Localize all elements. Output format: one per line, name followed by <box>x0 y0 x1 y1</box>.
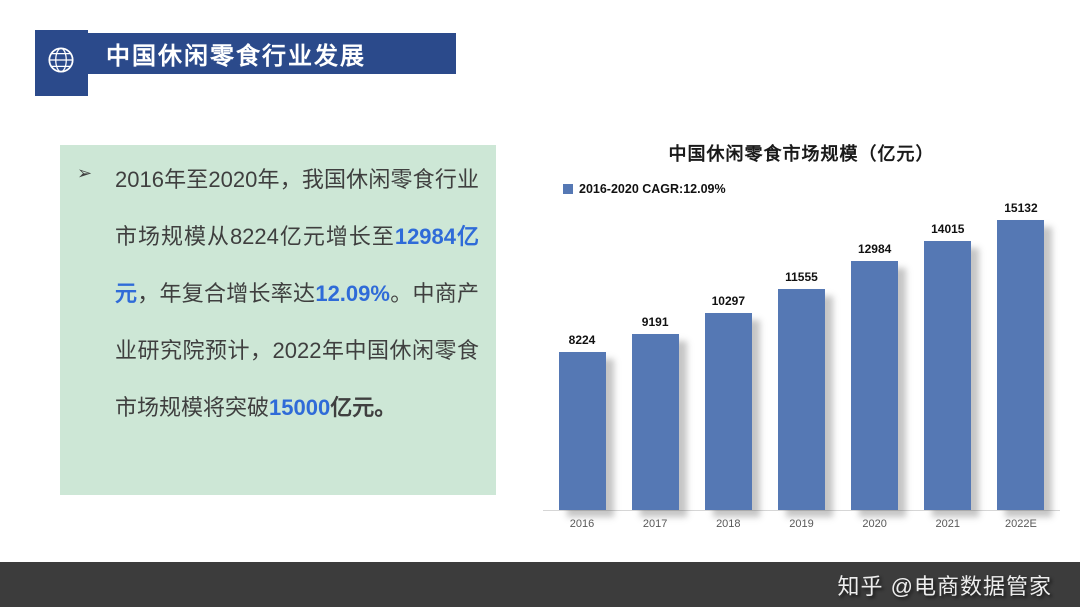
text-segment: 2016年至2020年，我国休闲零食行业市场规模从8224亿元增长至 <box>115 167 479 249</box>
header-bar: 中国休闲零食行业发展 <box>88 33 456 74</box>
text-segment: 12984亿元 <box>115 224 479 306</box>
chart-legend: 2016-2020 CAGR: 12.09% <box>563 182 1060 196</box>
bar <box>631 334 679 510</box>
arrow-bullet-icon: ➢ <box>77 163 93 183</box>
bar-value-label: 9191 <box>641 315 669 329</box>
summary-panel: ➢ 2016年至2020年，我国休闲零食行业市场规模从8224亿元增长至1298… <box>60 145 496 495</box>
legend-swatch <box>563 184 573 194</box>
x-tick-label: 2021 <box>935 518 961 530</box>
text-segment: 亿元。 <box>330 395 397 420</box>
bar-column: 12984 <box>840 242 910 510</box>
bar <box>997 220 1045 510</box>
bar-value-label: 12984 <box>857 242 892 256</box>
bar-value-label: 14015 <box>931 222 965 236</box>
bar-column: 15132 <box>986 201 1056 510</box>
watermark-bar: 知乎 @电商数据管家 <box>0 562 1080 607</box>
x-tick-label: 2018 <box>716 518 741 530</box>
bar <box>558 352 606 510</box>
legend-label: 2016-2020 CAGR: <box>579 182 684 196</box>
x-tick-label: 2017 <box>642 518 668 530</box>
bar-value-label: 11555 <box>785 270 818 284</box>
text-segment: ，年复合增长率达 <box>137 281 316 306</box>
bar-chart: 中国休闲零食市场规模（亿元） 2016-2020 CAGR: 12.09% 82… <box>543 140 1060 530</box>
bar-plot: 8224 9191 10297 11555 12984 14015 15132 <box>543 198 1060 511</box>
watermark-text: 知乎 @电商数据管家 <box>837 573 1052 599</box>
x-tick-label: 2019 <box>789 518 814 530</box>
bar <box>851 261 899 510</box>
bar-column: 9191 <box>620 315 690 510</box>
x-tick-label: 2016 <box>569 518 595 530</box>
bar-column: 11555 <box>766 270 836 510</box>
x-tick-label: 2022E <box>1005 518 1037 530</box>
page-title: 中国休闲零食行业发展 <box>106 43 366 70</box>
globe-icon <box>48 47 74 73</box>
text-segment: 。中商产业研究院预计，2022年中国休闲零食市场规模将突破 <box>115 281 479 420</box>
bar-column: 8224 <box>547 333 617 510</box>
bar <box>704 313 752 510</box>
bar-value-label: 15132 <box>1004 201 1038 215</box>
bar <box>777 289 825 510</box>
bar-column: 14015 <box>913 222 983 510</box>
chart-title: 中国休闲零食市场规模（亿元） <box>668 144 935 164</box>
text-segment: 15000 <box>269 395 331 420</box>
text-segment: 12.09% <box>315 281 390 306</box>
x-tick-label: 2020 <box>862 518 887 530</box>
bar <box>924 241 972 510</box>
panel-text: 2016年至2020年，我国休闲零食行业市场规模从8224亿元增长至12984亿… <box>115 151 479 436</box>
bar-value-label: 10297 <box>711 294 745 308</box>
x-axis: 2016 2017 2018 2019 2020 2021 2022E <box>543 518 1060 530</box>
legend-value: 12.09% <box>683 182 726 196</box>
header-accent-bar <box>35 30 88 96</box>
bar-column: 10297 <box>693 294 763 510</box>
bar-value-label: 8224 <box>568 333 596 347</box>
